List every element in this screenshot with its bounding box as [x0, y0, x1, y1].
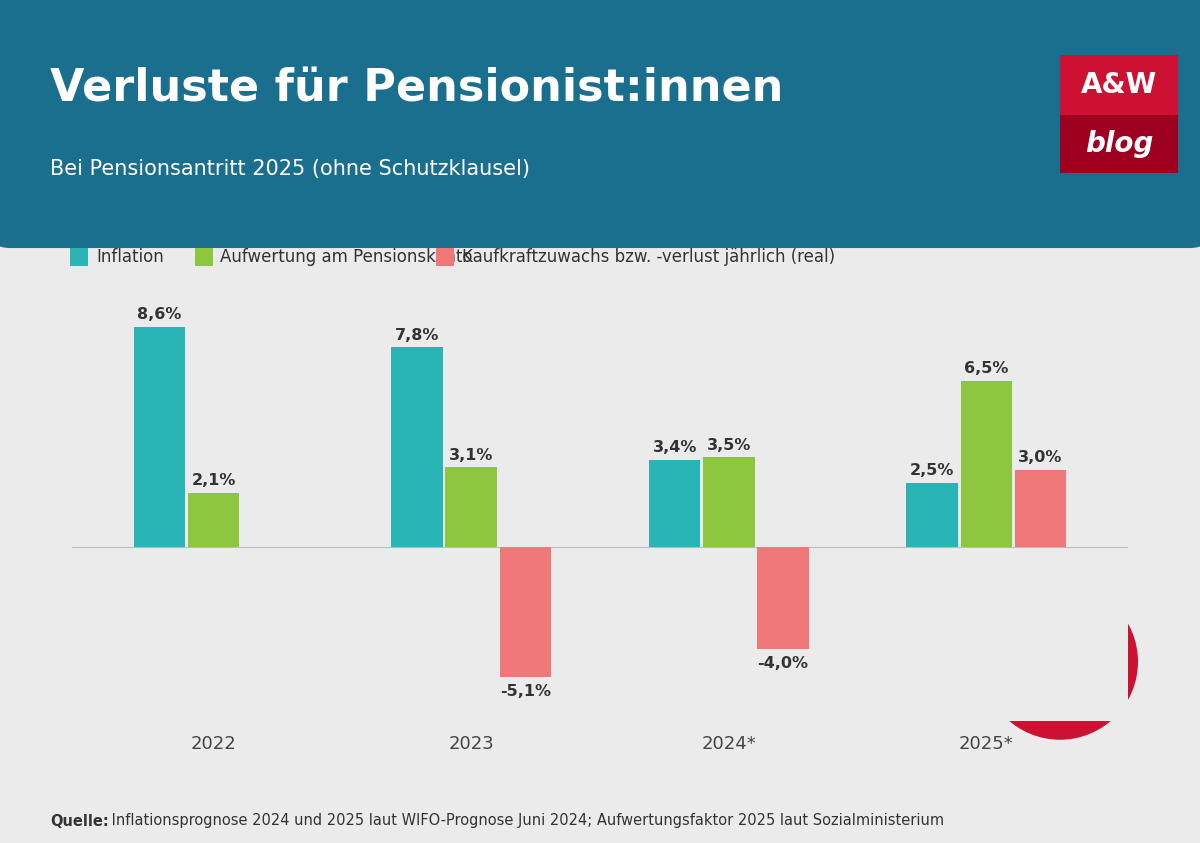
Bar: [499, 547, 551, 677]
Bar: [649, 459, 701, 547]
Ellipse shape: [982, 583, 1138, 740]
Text: 3,0%: 3,0%: [1019, 450, 1063, 465]
Bar: [436, 248, 454, 266]
Text: Verluste für Pensionist:innen: Verluste für Pensionist:innen: [50, 67, 784, 110]
Text: 6,5%: 6,5%: [964, 361, 1008, 376]
Text: Verluste gesamt: Verluste gesamt: [816, 667, 970, 685]
Text: 2,5%: 2,5%: [910, 464, 954, 478]
Text: 8,6%: 8,6%: [137, 307, 181, 322]
Text: 3,4%: 3,4%: [653, 440, 697, 455]
Text: blog: blog: [1085, 130, 1153, 158]
Bar: [1015, 470, 1066, 547]
Text: -5,1%: -5,1%: [500, 684, 551, 699]
Text: Aufwertung am Pensionskonto: Aufwertung am Pensionskonto: [221, 248, 473, 266]
Text: 2,1%: 2,1%: [192, 474, 236, 488]
Text: Inflation: Inflation: [96, 248, 163, 266]
Text: Quelle:: Quelle:: [50, 813, 109, 829]
Text: Kaufkraftzuwachs bzw. -verlust jährlich (real): Kaufkraftzuwachs bzw. -verlust jährlich …: [462, 248, 835, 266]
Bar: [194, 248, 212, 266]
Bar: [445, 468, 497, 547]
Bar: [960, 380, 1012, 547]
Bar: [906, 483, 958, 547]
Text: 3,5%: 3,5%: [707, 438, 751, 453]
Bar: [757, 547, 809, 649]
Bar: [703, 457, 755, 547]
FancyBboxPatch shape: [0, 0, 1200, 248]
Text: Inflationsprognose 2024 und 2025 laut WIFO-Prognose Juni 2024; Aufwertungsfaktor: Inflationsprognose 2024 und 2025 laut WI…: [107, 813, 944, 829]
Text: 3,1%: 3,1%: [449, 448, 493, 463]
FancyBboxPatch shape: [1060, 55, 1178, 115]
Text: -4,0%: -4,0%: [757, 656, 809, 670]
Text: summierte: summierte: [869, 639, 970, 657]
Text: Bei Pensionsantritt 2025 (ohne Schutzklausel): Bei Pensionsantritt 2025 (ohne Schutzkla…: [50, 158, 530, 179]
Bar: [70, 248, 88, 266]
Text: 6,12%: 6,12%: [1007, 647, 1112, 676]
Bar: [134, 327, 185, 547]
Text: A&W: A&W: [1081, 71, 1157, 99]
Text: 7,8%: 7,8%: [395, 328, 439, 342]
Bar: [391, 347, 443, 547]
FancyBboxPatch shape: [1060, 115, 1178, 173]
Bar: [188, 493, 240, 547]
